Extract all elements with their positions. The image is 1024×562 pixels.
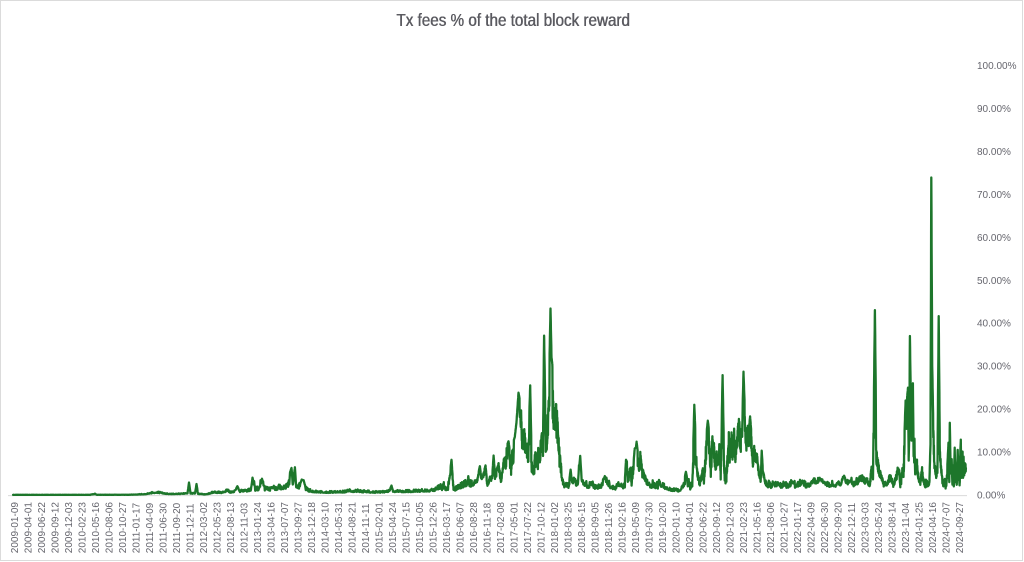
svg-text:2022-06-30: 2022-06-30 — [820, 502, 831, 554]
svg-text:2019-05-09: 2019-05-09 — [631, 502, 642, 554]
svg-text:2022-12-11: 2022-12-11 — [847, 502, 858, 553]
svg-text:2020-04-01: 2020-04-01 — [685, 502, 696, 554]
svg-text:2022-01-17: 2022-01-17 — [793, 502, 804, 554]
svg-text:2016-08-28: 2016-08-28 — [469, 502, 480, 554]
svg-text:100.00%: 100.00% — [977, 61, 1017, 72]
svg-text:2011-12-11: 2011-12-11 — [185, 503, 196, 553]
svg-text:80.00%: 80.00% — [977, 147, 1011, 158]
svg-text:2018-11-26: 2018-11-26 — [604, 502, 615, 553]
svg-text:2013-07-07: 2013-07-07 — [280, 502, 291, 554]
svg-text:0.00%: 0.00% — [977, 491, 1005, 502]
svg-text:2024-07-07: 2024-07-07 — [941, 502, 952, 554]
svg-text:20.00%: 20.00% — [977, 405, 1011, 416]
svg-text:2022-04-09: 2022-04-09 — [806, 502, 817, 554]
svg-text:2013-12-18: 2013-12-18 — [307, 502, 318, 554]
svg-text:2020-09-12: 2020-09-12 — [712, 502, 723, 554]
svg-text:2016-06-07: 2016-06-07 — [455, 502, 466, 554]
svg-text:2009-06-22: 2009-06-22 — [37, 502, 48, 554]
svg-text:2020-06-22: 2020-06-22 — [698, 502, 709, 554]
svg-text:2017-05-01: 2017-05-01 — [509, 502, 520, 554]
svg-text:2015-07-15: 2015-07-15 — [401, 502, 412, 554]
svg-text:2018-01-02: 2018-01-02 — [550, 502, 561, 554]
svg-text:60.00%: 60.00% — [977, 233, 1011, 244]
svg-text:2020-01-10: 2020-01-10 — [671, 502, 682, 554]
svg-text:2018-09-05: 2018-09-05 — [590, 502, 601, 554]
svg-text:2024-01-25: 2024-01-25 — [914, 502, 925, 554]
svg-text:2014-05-31: 2014-05-31 — [334, 502, 345, 554]
svg-text:30.00%: 30.00% — [977, 362, 1011, 373]
svg-text:2023-08-14: 2023-08-14 — [887, 502, 898, 554]
svg-text:2011-01-17: 2011-01-17 — [131, 502, 142, 553]
svg-text:2013-09-27: 2013-09-27 — [293, 502, 304, 554]
svg-text:2009-04-01: 2009-04-01 — [23, 502, 34, 554]
svg-text:2024-09-27: 2024-09-27 — [955, 502, 966, 554]
svg-text:2014-03-10: 2014-03-10 — [320, 502, 331, 554]
svg-text:2024-04-16: 2024-04-16 — [928, 502, 939, 554]
svg-text:2012-08-13: 2012-08-13 — [226, 502, 237, 554]
svg-text:2022-09-20: 2022-09-20 — [833, 502, 844, 554]
svg-text:2010-08-06: 2010-08-06 — [104, 502, 115, 554]
svg-text:2023-05-24: 2023-05-24 — [874, 502, 885, 554]
svg-text:2012-03-02: 2012-03-02 — [199, 502, 210, 554]
svg-text:2010-05-16: 2010-05-16 — [91, 502, 102, 554]
svg-text:2016-11-18: 2016-11-18 — [482, 502, 493, 553]
svg-text:2015-02-01: 2015-02-01 — [374, 502, 385, 554]
svg-text:2023-03-03: 2023-03-03 — [860, 502, 871, 554]
svg-text:2011-04-09: 2011-04-09 — [145, 502, 156, 553]
svg-text:2013-01-24: 2013-01-24 — [253, 502, 264, 554]
svg-text:2015-04-24: 2015-04-24 — [388, 502, 399, 554]
svg-text:2018-06-15: 2018-06-15 — [577, 502, 588, 554]
svg-text:2021-10-27: 2021-10-27 — [779, 502, 790, 554]
svg-text:70.00%: 70.00% — [977, 190, 1011, 201]
svg-text:2017-10-12: 2017-10-12 — [536, 502, 547, 554]
svg-text:2021-08-06: 2021-08-06 — [766, 502, 777, 554]
svg-text:2020-12-03: 2020-12-03 — [725, 502, 736, 554]
svg-text:40.00%: 40.00% — [977, 319, 1011, 330]
svg-text:2011-09-20: 2011-09-20 — [172, 502, 183, 553]
svg-text:2013-04-16: 2013-04-16 — [266, 502, 277, 554]
svg-text:2016-03-17: 2016-03-17 — [442, 502, 453, 554]
svg-text:2014-11-11: 2014-11-11 — [361, 503, 372, 553]
svg-text:50.00%: 50.00% — [977, 276, 1011, 287]
svg-text:2010-10-27: 2010-10-27 — [118, 502, 129, 554]
svg-text:2021-05-16: 2021-05-16 — [752, 502, 763, 554]
svg-text:2018-03-25: 2018-03-25 — [563, 502, 574, 554]
svg-text:2009-01-09: 2009-01-09 — [10, 502, 21, 554]
svg-text:2021-02-23: 2021-02-23 — [739, 502, 750, 554]
svg-text:2017-07-22: 2017-07-22 — [523, 502, 534, 554]
svg-text:2019-07-30: 2019-07-30 — [644, 502, 655, 554]
svg-text:2023-11-04: 2023-11-04 — [901, 502, 912, 553]
svg-text:10.00%: 10.00% — [977, 448, 1011, 459]
svg-text:90.00%: 90.00% — [977, 104, 1011, 115]
svg-text:2015-12-26: 2015-12-26 — [428, 502, 439, 554]
svg-text:2012-11-03: 2012-11-03 — [239, 502, 250, 553]
svg-text:2014-08-21: 2014-08-21 — [347, 502, 358, 554]
svg-text:2010-02-23: 2010-02-23 — [77, 502, 88, 554]
svg-text:2011-06-30: 2011-06-30 — [158, 502, 169, 553]
svg-text:2012-05-23: 2012-05-23 — [212, 502, 223, 554]
svg-text:2019-02-16: 2019-02-16 — [617, 502, 628, 554]
svg-text:2009-12-03: 2009-12-03 — [64, 502, 75, 554]
svg-text:2017-02-08: 2017-02-08 — [496, 502, 507, 554]
svg-text:2009-09-12: 2009-09-12 — [50, 502, 61, 554]
svg-text:2015-10-05: 2015-10-05 — [415, 502, 426, 554]
svg-text:2019-10-20: 2019-10-20 — [658, 502, 669, 554]
